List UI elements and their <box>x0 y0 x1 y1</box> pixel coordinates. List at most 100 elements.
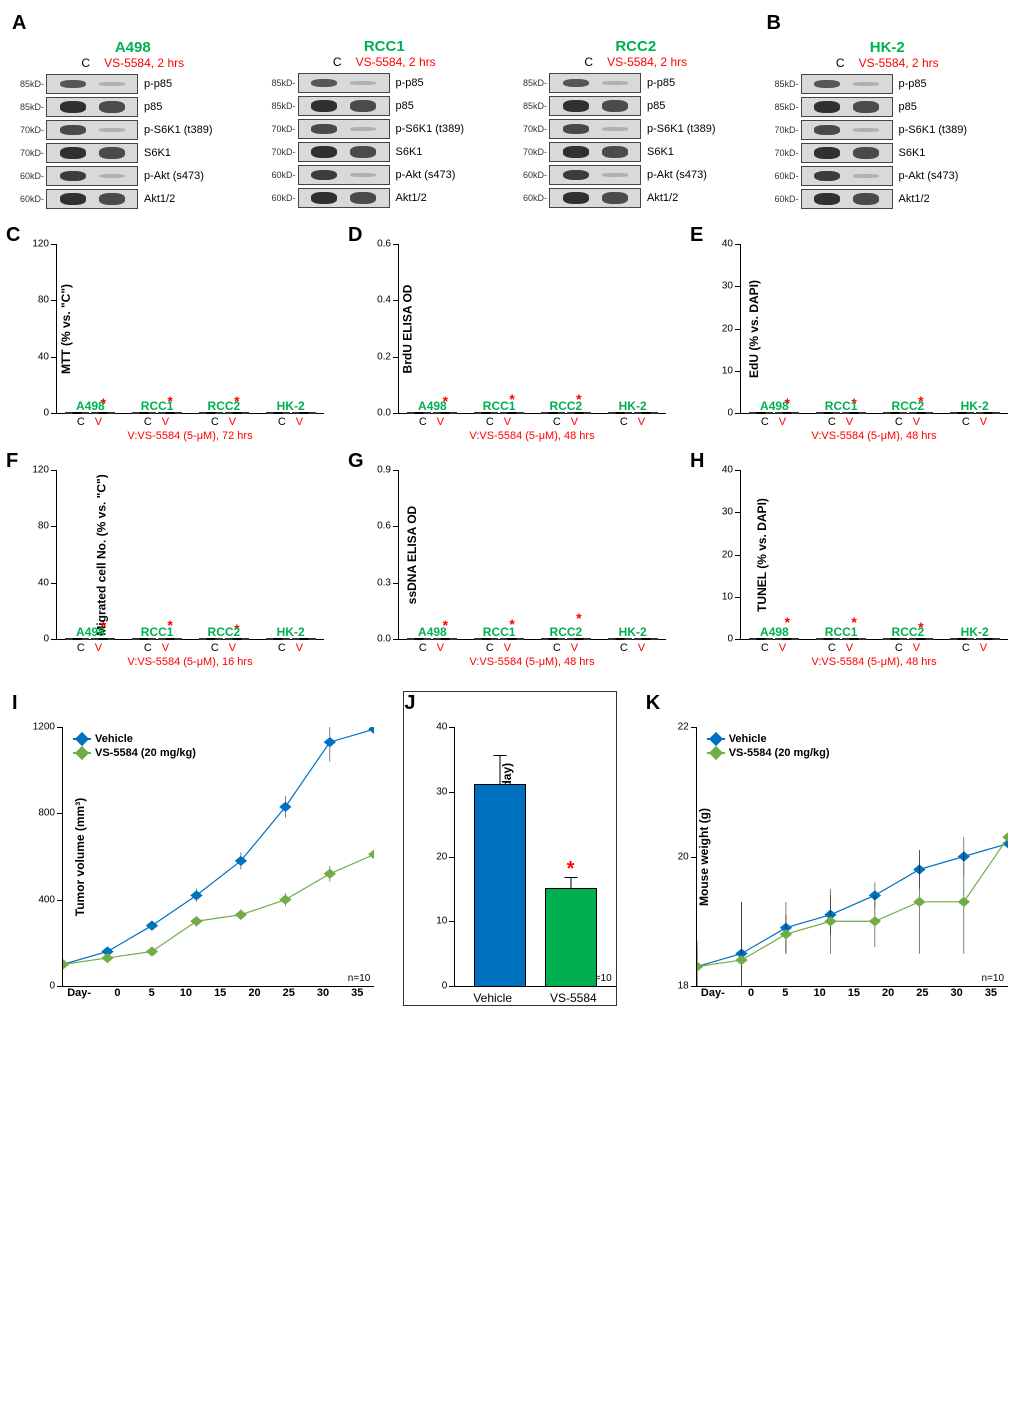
xtick-label: 35 <box>974 987 1008 999</box>
ytick-label: 800 <box>38 808 55 819</box>
treatment-header: CVS-5584, 2 hrs <box>264 55 506 69</box>
xtick-label: 20 <box>871 987 905 999</box>
xlabel-c: C <box>144 416 152 428</box>
blot-box <box>549 165 641 185</box>
mw-label: 70kD- <box>515 147 547 157</box>
ytick-label: 1200 <box>33 722 55 733</box>
xtick-label: 25 <box>905 987 939 999</box>
band-control <box>814 125 840 135</box>
marker-drug <box>824 916 836 926</box>
xlabel-v: V <box>504 416 511 428</box>
chart-area: MTT (% vs. "C")04080120A498*RCC1*RCC2*HK… <box>56 244 324 414</box>
panel-K: K Mouse weight (g) Vehicle VS-5584 (20 m… <box>646 692 1008 1005</box>
x-labels: CVCVCVCV <box>740 416 1008 428</box>
marker-drug <box>279 895 291 905</box>
protein-label: p-p85 <box>396 77 424 89</box>
ytick-label: 30 <box>436 786 447 797</box>
chart-area: EdU (% vs. DAPI)010203040A498*RCC1*RCC2*… <box>740 244 1008 414</box>
blot-box <box>298 73 390 93</box>
blot-box <box>801 120 893 140</box>
x-labels: CVCVCVCV <box>56 416 324 428</box>
drug-label: VS-5584, 2 hrs <box>607 55 687 69</box>
band-treated <box>853 193 879 205</box>
ytick-label: 40 <box>38 351 49 362</box>
panel-letter <box>264 12 506 34</box>
blot-box <box>801 166 893 186</box>
protein-label: p-Akt (s473) <box>647 169 707 181</box>
blot-box <box>801 143 893 163</box>
xlabel-v: V <box>229 642 236 654</box>
mw-label: 85kD- <box>12 79 44 89</box>
line-svg <box>697 727 1008 986</box>
group-label: HK-2 <box>277 399 305 413</box>
ytick-label: 0 <box>727 408 733 419</box>
ytick-label: 20 <box>678 851 689 862</box>
ytick-label: 10 <box>436 916 447 927</box>
marker-vehicle <box>324 737 336 747</box>
band-treated <box>99 101 125 113</box>
panel-letter: J <box>404 692 615 715</box>
marker-drug <box>868 916 880 926</box>
marker-drug <box>735 955 747 965</box>
treatment-header: CVS-5584, 2 hrs <box>767 56 1009 70</box>
blot-row: 70kD-S6K1 <box>767 143 1009 163</box>
marker-drug <box>957 897 969 907</box>
x-labels: CVCVCVCV <box>740 642 1008 654</box>
xlabel-v: V <box>846 416 853 428</box>
band-control <box>60 147 86 159</box>
protein-label: p-S6K1 (t389) <box>647 123 715 135</box>
ctrl-label: C <box>333 55 342 69</box>
xtick-label: 0 <box>100 987 134 999</box>
blot-row: 70kD-S6K1 <box>264 142 506 162</box>
blot-box <box>801 74 893 94</box>
band-control <box>814 193 840 205</box>
group-label: RCC1 <box>825 399 858 413</box>
band-treated <box>350 127 376 130</box>
protein-label: S6K1 <box>899 147 926 159</box>
ytick-label: 400 <box>38 894 55 905</box>
ytick-label: 0 <box>442 981 448 992</box>
protein-label: Akt1/2 <box>396 192 427 204</box>
mw-label: 60kD- <box>515 193 547 203</box>
band-control <box>60 193 86 205</box>
group-label: RCC2 <box>892 399 925 413</box>
xlabel-c: C <box>77 416 85 428</box>
bar-panel-E: EEdU (% vs. DAPI)010203040A498*RCC1*RCC2… <box>696 232 1008 442</box>
ytick-label: 0.4 <box>377 295 391 306</box>
xlabel-c: C <box>144 642 152 654</box>
band-control <box>60 80 86 89</box>
band-control <box>60 171 86 182</box>
xlabel-vehicle: Vehicle <box>473 991 512 1005</box>
band-treated <box>99 128 125 131</box>
ctrl-label: C <box>836 56 845 70</box>
xlabel-c: C <box>962 416 970 428</box>
group-label: RCC1 <box>141 625 174 639</box>
band-treated <box>99 193 125 205</box>
xlabel-v: V <box>571 416 578 428</box>
bars-container: A498*RCC1*RCC2*HK-2 <box>399 244 666 413</box>
ytick-label: 0 <box>43 408 49 419</box>
ytick-label: 80 <box>38 295 49 306</box>
group-label: HK-2 <box>619 399 647 413</box>
blot-box <box>298 119 390 139</box>
mw-label: 60kD- <box>12 194 44 204</box>
band-treated <box>350 192 376 204</box>
bar-panel-G: GssDNA ELISA OD0.00.30.60.9A498*RCC1*RCC… <box>354 458 666 668</box>
blot-row: 70kD-p-S6K1 (t389) <box>767 120 1009 140</box>
protein-label: Akt1/2 <box>647 192 678 204</box>
ytick-label: 0.3 <box>377 577 391 588</box>
drug-label: VS-5584, 2 hrs <box>104 56 184 70</box>
xlabel-v: V <box>980 642 987 654</box>
band-treated <box>350 81 376 84</box>
ytick-label: 20 <box>722 323 733 334</box>
line-vehicle <box>63 729 374 964</box>
protein-label: p-p85 <box>144 78 172 90</box>
ctrl-label: C <box>584 55 593 69</box>
xlabel-v: V <box>846 642 853 654</box>
xlabel-v: V <box>779 642 786 654</box>
band-treated <box>99 174 125 177</box>
ytick-label: 22 <box>678 722 689 733</box>
blot-box <box>298 96 390 116</box>
bar-panel-F: FMigrated cell No. (% vs. "C")04080120A4… <box>12 458 324 668</box>
band-control <box>311 124 337 134</box>
